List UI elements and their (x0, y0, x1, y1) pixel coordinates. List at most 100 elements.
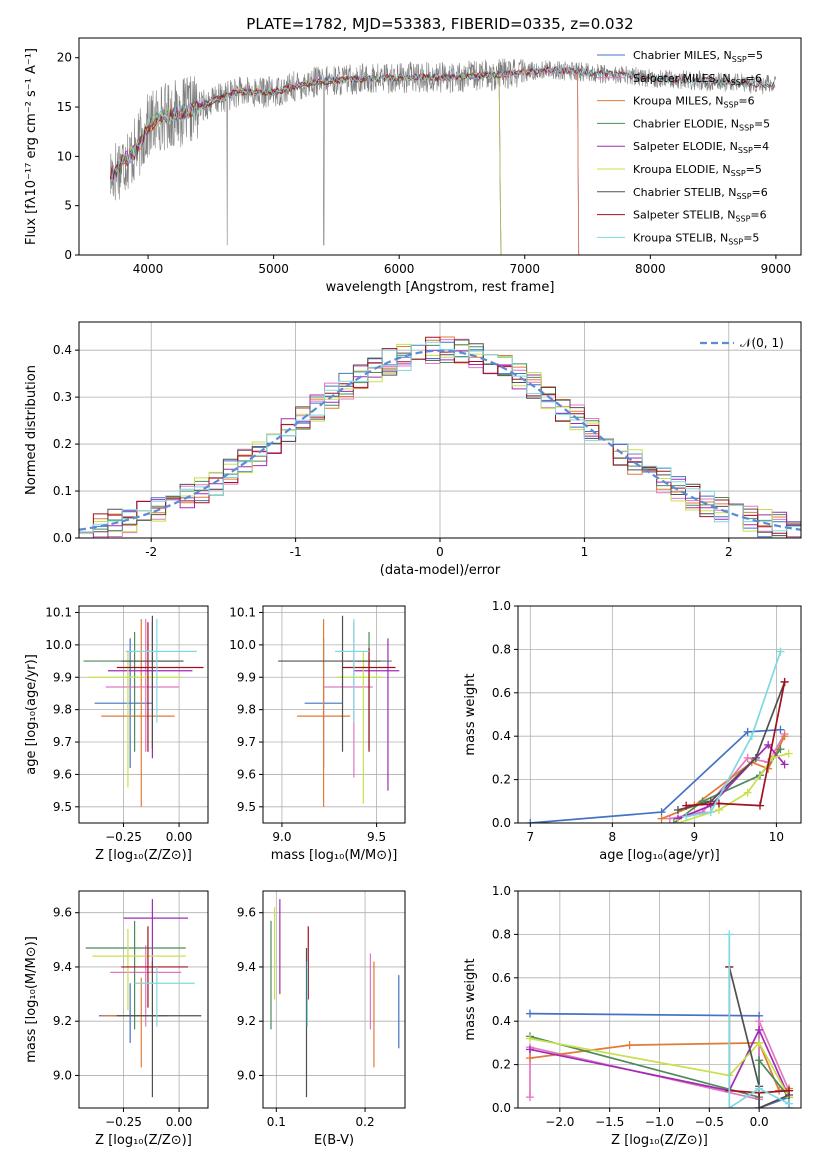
y-tick-label: 9.2 (53, 1014, 72, 1028)
plot-area-age_vs_Z (83, 615, 204, 807)
y-tick-label: 0.1 (53, 484, 72, 498)
legend-entry: Salpeter MILES, NSSP=6 (633, 72, 762, 87)
x-tick-label: 0 (436, 545, 444, 559)
y-tick-label: 0.0 (492, 1101, 511, 1115)
legend-value: =5 (746, 163, 762, 176)
x-tick-label: 0.2 (356, 1115, 375, 1129)
y-tick-label: 0.0 (53, 531, 72, 545)
y-tick-label: 10.1 (45, 605, 72, 619)
y-tick-label: 0.0 (492, 816, 511, 830)
y-tick-label: 9.7 (237, 735, 256, 749)
x-tick-label: 10 (769, 830, 784, 844)
model-spectrum-kroupa_stelib (110, 66, 776, 182)
histogram-kroupa_stelib (79, 341, 801, 533)
y-tick-label: 0.3 (53, 390, 72, 404)
x-tick-label: 4000 (133, 262, 164, 276)
axes-weight_vs_age: 7 8 9 10 0.0 0.2 0.4 0.6 0.8 1.0 age [log₁₀(age/yr… (463, 599, 802, 863)
legend-entry: Kroupa MILES, NSSP=6 (633, 95, 755, 110)
y-tick-label: 0.4 (492, 729, 511, 743)
x-tick-label: −1.0 (645, 1115, 674, 1129)
x-tick-label: 8 (609, 830, 617, 844)
legend-value: =6 (750, 209, 766, 222)
y-tick-label: 0.4 (492, 1014, 511, 1028)
axes-frame (78, 321, 802, 539)
weight-line-chabrier_elodie (529, 1035, 790, 1099)
axes-frame (517, 605, 802, 824)
weight-line-kroupa_stelib (728, 934, 790, 1108)
y-axis-label: age [log₁₀(age/yr)] (24, 654, 39, 775)
y-tick-label: 9.4 (53, 960, 72, 974)
plot-area-weight_vs_age (526, 647, 793, 823)
x-axis-label: mass [log₁₀(M/M⊙)] (271, 848, 398, 863)
legend-label: Salpeter ELODIE, N (633, 140, 738, 153)
x-tick-label: −1.5 (595, 1115, 624, 1129)
axes-frame (78, 890, 209, 1109)
y-tick-label: 20 (57, 51, 72, 65)
axes-weight_vs_Z: −2.0 −1.5 −1.0 −0.5 0.0 0.0 0.2 0.4 0.6 0.8 1.0 Z [… (463, 884, 802, 1148)
legend-subscript: SSP (731, 169, 746, 178)
histogram-chabrier_stelib (79, 339, 801, 537)
x-tick-label: −0.25 (105, 1115, 142, 1129)
legend-label: Kroupa ELODIE, N (633, 163, 731, 176)
x-tick-label: 1 (581, 545, 589, 559)
y-tick-label: 9.0 (53, 1068, 72, 1082)
x-axis-label: Z [log₁₀(Z/Z⊙)] (611, 1133, 708, 1148)
legend-value: =6 (738, 95, 754, 108)
x-tick-label: 9.0 (272, 830, 291, 844)
x-axis-label: age [log₁₀(age/yr)] (599, 848, 720, 863)
legend-subscript: SSP (728, 237, 743, 246)
normal-curve (79, 349, 801, 531)
plot-area-residuals (79, 336, 801, 538)
y-tick-label: 9.5 (237, 800, 256, 814)
legend-value: =5 (747, 49, 763, 62)
y-tick-label: 9.6 (53, 767, 72, 781)
legend-value: =4 (753, 140, 769, 153)
x-tick-label: 0.1 (267, 1115, 286, 1129)
axes-spectrum: 4000 5000 6000 7000 8000 9000 0 5 10 15 20 waveleng… (24, 37, 802, 295)
legend-entry: Kroupa STELIB, NSSP=5 (633, 231, 759, 246)
weight-line-salpeter_stelib (686, 681, 786, 807)
model-spectrum-kroupa_miles (110, 65, 580, 255)
plot-area-mass_vs_ebv (270, 899, 400, 1098)
y-tick-label: 0 (64, 248, 72, 262)
y-tick-label: 9.5 (53, 800, 72, 814)
x-axis-label: (data-model)/error (380, 563, 501, 578)
axes-age_vs_mass: 9.0 9.5 9.5 9.6 9.7 9.8 9.9 10.0 10.1 mass [log₁₀… (229, 605, 406, 863)
legend-subscript: SSP (737, 192, 752, 201)
weight-line-kroupa_stelib (686, 651, 782, 818)
legend-subscript: SSP (738, 146, 753, 155)
y-tick-label: 0.6 (492, 686, 511, 700)
x-tick-label: 9 (691, 830, 699, 844)
y-axis-label: Normed distribution (24, 365, 39, 495)
y-tick-label: 1.0 (492, 599, 511, 613)
y-tick-label: 9.9 (53, 670, 72, 684)
legend-label: Chabrier ELODIE, N (633, 117, 739, 130)
legend-entry: 𝒩(0, 1) (740, 336, 784, 350)
x-axis-label: Z [log₁₀(Z/Z⊙)] (95, 1133, 192, 1148)
x-tick-label: 2 (725, 545, 733, 559)
legend-label: Chabrier STELIB, N (633, 186, 737, 199)
y-tick-label: 9.7 (53, 735, 72, 749)
x-axis-label: Z [log₁₀(Z/Z⊙)] (95, 848, 192, 863)
y-tick-label: 0.2 (492, 1058, 511, 1072)
plot-layer: 4000 5000 6000 7000 8000 900005101520waveleng… (24, 37, 802, 1148)
y-tick-label: 0.8 (492, 927, 511, 941)
y-tick-label: 10.1 (229, 605, 256, 619)
x-tick-label: −2.0 (545, 1115, 574, 1129)
figure-title: PLATE=1782, MJD=53383, FIBERID=0335, z=0… (246, 15, 633, 33)
legend-label: Chabrier MILES, N (633, 49, 732, 62)
y-tick-label: 9.9 (237, 670, 256, 684)
y-tick-label: 0.8 (492, 642, 511, 656)
x-tick-label: −0.25 (105, 830, 142, 844)
plot-area-spectrum (110, 58, 776, 255)
y-tick-label: 10.0 (45, 638, 72, 652)
legend-value: =5 (743, 231, 759, 244)
axes-frame (517, 890, 802, 1109)
y-tick-label: 9.2 (237, 1014, 256, 1028)
y-tick-label: 0.6 (492, 971, 511, 985)
axes-mass_vs_Z: −0.25 0.00 9.0 9.2 9.4 9.6 Z [log₁₀(Z/Z⊙)] mass… (24, 890, 209, 1148)
y-tick-label: 0.4 (53, 343, 72, 357)
y-tick-label: 9.0 (237, 1068, 256, 1082)
